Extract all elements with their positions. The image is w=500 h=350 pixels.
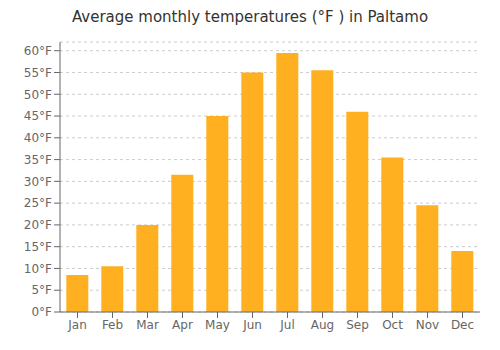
svg-text:20°F: 20°F — [24, 218, 52, 232]
svg-text:60°F: 60°F — [24, 44, 52, 58]
svg-text:40°F: 40°F — [24, 131, 52, 145]
svg-text:Nov: Nov — [416, 318, 439, 332]
svg-text:45°F: 45°F — [24, 109, 52, 123]
svg-text:Apr: Apr — [172, 318, 193, 332]
svg-text:Sep: Sep — [346, 318, 369, 332]
svg-text:15°F: 15°F — [24, 240, 52, 254]
svg-text:Dec: Dec — [451, 318, 474, 332]
svg-text:Mar: Mar — [136, 318, 159, 332]
svg-text:Aug: Aug — [311, 318, 334, 332]
svg-text:55°F: 55°F — [24, 66, 52, 80]
svg-text:10°F: 10°F — [24, 262, 52, 276]
svg-text:0°F: 0°F — [31, 305, 52, 319]
svg-text:Jun: Jun — [242, 318, 262, 332]
svg-text:35°F: 35°F — [24, 153, 52, 167]
svg-text:25°F: 25°F — [24, 196, 52, 210]
svg-text:Jul: Jul — [279, 318, 294, 332]
svg-text:50°F: 50°F — [24, 88, 52, 102]
svg-text:Jan: Jan — [67, 318, 87, 332]
svg-text:May: May — [205, 318, 230, 332]
svg-text:Oct: Oct — [382, 318, 403, 332]
html-text:Average monthly temperatures (: Average monthly temperatures (°F ) in Pa… — [71, 8, 429, 26]
svg-text:30°F: 30°F — [24, 175, 52, 189]
svg-text:Feb: Feb — [102, 318, 123, 332]
svg-text:5°F: 5°F — [31, 283, 52, 297]
